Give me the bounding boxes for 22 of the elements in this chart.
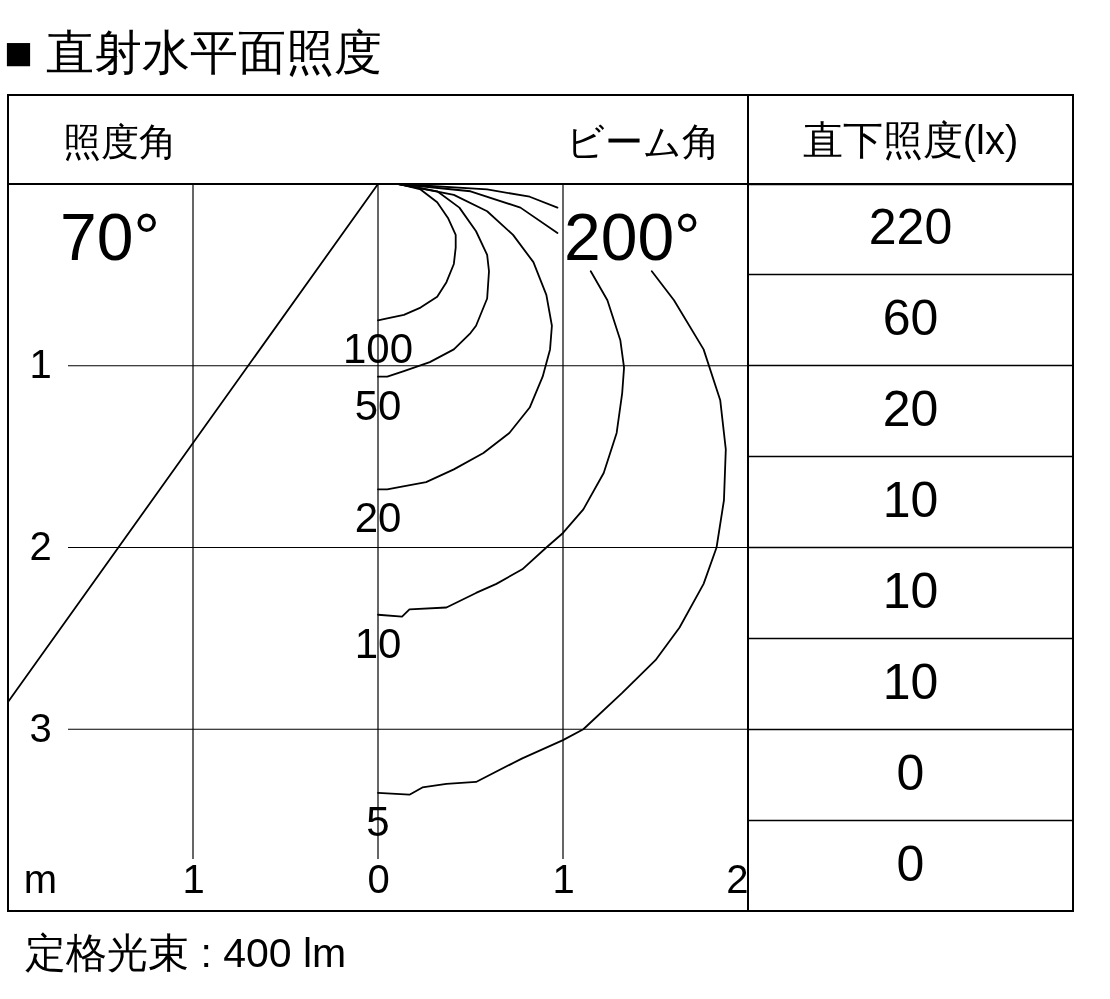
text: 定格光束 : 400 lm	[25, 930, 347, 976]
data-label: 0	[896, 744, 925, 801]
data-label: 10	[882, 653, 939, 710]
text: 照度角	[63, 121, 177, 163]
x-tick-label: 1	[552, 856, 575, 901]
data-label: 20	[882, 381, 939, 438]
x-tick-label: 2	[726, 856, 749, 901]
x-tick-label: 0	[367, 856, 390, 901]
text: ビーム角	[566, 121, 720, 163]
annotation: 70°	[60, 200, 160, 274]
chart-title: ■ 直射水平面照度	[4, 26, 383, 79]
y-tick-label: 3	[29, 705, 52, 750]
y-tick-label: 1	[29, 342, 52, 387]
y-tick-label: 2	[29, 524, 52, 568]
data-label: 10	[882, 472, 939, 529]
annotation: 200°	[564, 200, 701, 274]
text: 直下照度(lx)	[802, 118, 1019, 162]
x-tick-label: 1	[182, 856, 205, 901]
data-label: 10	[882, 562, 939, 619]
data-label: 60	[882, 290, 939, 347]
data-label: 220	[868, 199, 953, 256]
x-axis-title: m	[23, 856, 58, 901]
